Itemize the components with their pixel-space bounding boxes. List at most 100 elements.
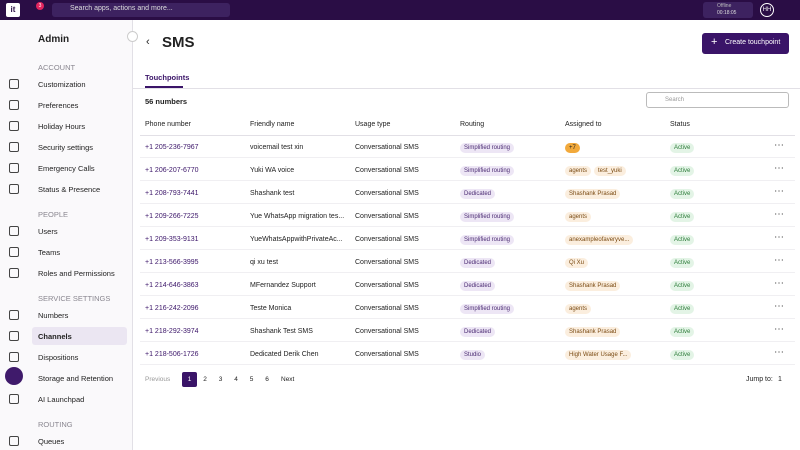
- row-menu[interactable]: ⋯: [774, 163, 784, 174]
- status-tag: Active: [670, 327, 695, 337]
- phone-link[interactable]: +1 213-566-3995: [145, 259, 199, 266]
- avatar[interactable]: HH: [760, 3, 774, 17]
- friendly-name: voicemail test xin: [250, 144, 304, 151]
- usage-type: Conversational SMS: [355, 213, 419, 220]
- create-button[interactable]: [702, 33, 789, 54]
- nav-item[interactable]: Security settings: [38, 143, 94, 152]
- row-menu[interactable]: ⋯: [774, 232, 784, 243]
- row-divider: [140, 318, 795, 319]
- jump-label: Jump to:: [746, 376, 773, 383]
- routing-tag: Dedicated: [460, 189, 496, 199]
- row-menu[interactable]: ⋯: [774, 301, 784, 312]
- search-bar[interactable]: [52, 3, 230, 17]
- row-menu[interactable]: ⋯: [774, 255, 784, 266]
- tab[interactable]: Touchpoints: [145, 73, 190, 82]
- row-menu[interactable]: ⋯: [774, 278, 784, 289]
- row-divider: [140, 272, 795, 273]
- row-divider: [140, 341, 795, 342]
- nav-item[interactable]: Roles and Permissions: [38, 269, 115, 278]
- routing-tag: Simplified routing: [460, 166, 515, 176]
- page-title: SMS: [162, 34, 195, 51]
- nav-icon: [9, 100, 19, 110]
- nav-item[interactable]: Teams: [38, 248, 61, 257]
- page-button[interactable]: 3: [218, 376, 223, 383]
- friendly-name: qi xu test: [250, 259, 279, 266]
- status-tag: Active: [670, 143, 695, 153]
- nav-item[interactable]: Customization: [38, 80, 86, 89]
- collapse-button[interactable]: [127, 31, 138, 42]
- column-header: Usage type: [355, 121, 391, 128]
- row-menu[interactable]: ⋯: [774, 347, 784, 358]
- phone-link[interactable]: +1 205-236-7967: [145, 144, 199, 151]
- search-placeholder: Search apps, actions and more...: [70, 5, 173, 12]
- jump-select[interactable]: 1: [778, 376, 782, 383]
- usage-type: Conversational SMS: [355, 259, 419, 266]
- status-tag: Active: [670, 212, 695, 222]
- usage-type: Conversational SMS: [355, 144, 419, 151]
- nav-item[interactable]: Queues: [38, 437, 65, 446]
- phone-link[interactable]: +1 218-292-3974: [145, 328, 199, 335]
- notification-badge: 3: [36, 2, 44, 10]
- nav-item[interactable]: Numbers: [38, 311, 69, 320]
- nav-item[interactable]: AI Launchpad: [38, 395, 85, 404]
- row-divider: [140, 180, 795, 181]
- column-header[interactable]: Phone number: [145, 121, 191, 128]
- row-menu[interactable]: ⋯: [774, 209, 784, 220]
- nav-item[interactable]: Status & Presence: [38, 185, 101, 194]
- nav-item[interactable]: Users: [38, 227, 58, 236]
- section-heading: SERVICE SETTINGS: [38, 294, 111, 303]
- phone-link[interactable]: +1 208-793-7441: [145, 190, 199, 197]
- nav-item[interactable]: Storage and Retention: [38, 374, 114, 383]
- page-button[interactable]: 4: [234, 376, 238, 383]
- friendly-name: Yuki WA voice: [250, 167, 295, 174]
- page-button[interactable]: 6: [265, 376, 269, 383]
- nav-icon: [9, 121, 19, 131]
- nav-icon: [9, 79, 19, 89]
- phone-link[interactable]: +1 206-207-6770: [145, 167, 199, 174]
- search-input[interactable]: [646, 92, 789, 108]
- row-divider: [140, 249, 795, 250]
- friendly-name: YueWhatsAppwithPrivateAc...: [250, 236, 343, 243]
- row-divider: [140, 364, 795, 365]
- logo[interactable]: it: [6, 3, 20, 17]
- column-header[interactable]: Friendly name: [250, 121, 295, 128]
- assigned-tag: Qi Xu: [565, 258, 589, 268]
- phone-link[interactable]: +1 209-353-9131: [145, 236, 199, 243]
- phone-link[interactable]: +1 216-242-2096: [145, 305, 199, 312]
- row-menu[interactable]: ⋯: [774, 186, 784, 197]
- assigned-tag: anexampleofaveryve...: [565, 235, 634, 245]
- apps-button[interactable]: [5, 367, 23, 385]
- next-button[interactable]: Next: [281, 376, 295, 383]
- nav-icon: [9, 310, 19, 320]
- row-menu[interactable]: ⋯: [774, 140, 784, 151]
- nav-item[interactable]: Emergency Calls: [38, 164, 95, 173]
- phone-link[interactable]: +1 218-506-1726: [145, 351, 199, 358]
- routing-tag: Simplified routing: [460, 143, 515, 153]
- routing-tag: Dedicated: [460, 258, 496, 268]
- nav-icon: [9, 436, 19, 446]
- column-header: Routing: [460, 121, 485, 128]
- row-menu[interactable]: ⋯: [774, 324, 784, 335]
- routing-tag: Studio: [460, 350, 486, 360]
- header-divider: [140, 135, 795, 136]
- nav-item[interactable]: Holiday Hours: [38, 122, 86, 131]
- usage-type: Conversational SMS: [355, 305, 419, 312]
- assigned-tag: agents: [565, 304, 592, 314]
- friendly-name: Teste Monica: [250, 305, 292, 312]
- prev-button[interactable]: Previous: [145, 376, 171, 383]
- nav-item[interactable]: Channels: [38, 332, 72, 341]
- nav-item[interactable]: Dispositions: [38, 353, 79, 362]
- tab-underline: [145, 86, 183, 88]
- page-button[interactable]: 2: [203, 376, 207, 383]
- button-label[interactable]: Create touchpoint: [725, 39, 781, 46]
- section-heading: ACCOUNT: [38, 63, 76, 72]
- page-button[interactable]: 1: [182, 372, 197, 387]
- phone-link[interactable]: +1 214-646-3863: [145, 282, 199, 289]
- page-button[interactable]: 5: [249, 376, 254, 383]
- phone-link[interactable]: +1 209-266-7225: [145, 213, 199, 220]
- nav-item[interactable]: Preferences: [38, 101, 79, 110]
- active-nav: [32, 327, 127, 345]
- row-divider: [140, 203, 795, 204]
- friendly-name: MFernandez Support: [250, 282, 316, 289]
- back-arrow[interactable]: ‹: [146, 36, 150, 48]
